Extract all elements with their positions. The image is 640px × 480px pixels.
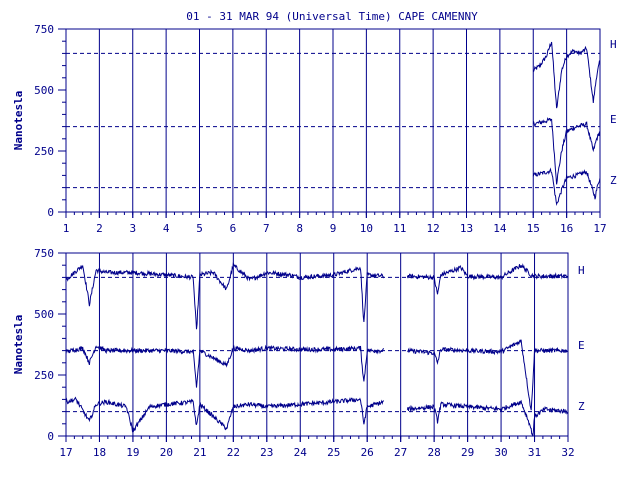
x-tick-label: 3 [129,222,136,235]
component-label-h: H [610,38,617,51]
x-tick-label: 30 [494,446,507,459]
panel-top: 1 2 3 4 5 6 7 8 9 10 11 12 13 14 15 16 170250500750Nanot… [12,23,617,235]
x-tick-label: 23 [260,446,273,459]
x-tick-label: 17 [593,222,606,235]
y-axis-label: Nanotesla [12,91,25,151]
x-tick-label: 2 [96,222,103,235]
component-label-z: Z [610,174,617,187]
component-label-e: E [578,339,585,352]
x-tick-label: 5 [196,222,203,235]
y-tick-label: 250 [34,145,54,158]
x-tick-label: 9 [330,222,337,235]
y-tick-label: 500 [34,84,54,97]
trace-z [532,167,601,207]
trace-h [65,261,569,330]
x-tick-label: 17 [59,446,72,459]
x-tick-label: 11 [393,222,406,235]
component-label-e: E [610,113,617,126]
x-tick-label: 4 [163,222,170,235]
x-tick-label: 6 [230,222,237,235]
x-tick-label: 26 [361,446,374,459]
trace-e [65,339,569,411]
x-tick-label: 22 [227,446,240,459]
x-tick-label: 15 [527,222,540,235]
x-tick-label: 13 [460,222,473,235]
x-tick-label: 24 [294,446,308,459]
component-label-z: Z [578,400,585,413]
x-tick-label: 18 [93,446,106,459]
x-tick-label: 31 [528,446,541,459]
y-tick-label: 500 [34,308,54,321]
panel-bottom: 17 18 19 20 21 22 23 24 25 26 27 28 29 30 31 32 0 250 500 7… [12,247,585,459]
x-tick-label: 29 [461,446,474,459]
trace-z [65,396,569,437]
component-label-h: H [578,264,585,277]
x-tick-label: 1 [63,222,70,235]
x-tick-label: 21 [193,446,206,459]
x-tick-label: 7 [263,222,270,235]
y-tick-label: 250 [34,369,54,382]
x-tick-label: 27 [394,446,407,459]
y-tick-label: 0 [47,206,54,219]
trace-h [532,41,601,109]
x-tick-label: 32 [561,446,574,459]
x-tick-label: 12 [427,222,440,235]
y-tick-label: 750 [34,247,54,260]
trace-e [532,117,601,185]
y-tick-label: 750 [34,23,54,36]
chart-title: 01 - 31 MAR 94 (Universal Time) CAPE CAM… [186,10,478,23]
y-axis-label: Nanotesla [12,315,25,375]
y-tick-label: 0 [47,430,54,443]
x-tick-label: 10 [360,222,373,235]
x-tick-label: 28 [428,446,441,459]
x-tick-label: 8 [296,222,303,235]
x-tick-label: 19 [126,446,139,459]
x-tick-label: 16 [560,222,573,235]
x-tick-label: 25 [327,446,340,459]
x-tick-label: 14 [493,222,507,235]
x-tick-label: 20 [160,446,173,459]
